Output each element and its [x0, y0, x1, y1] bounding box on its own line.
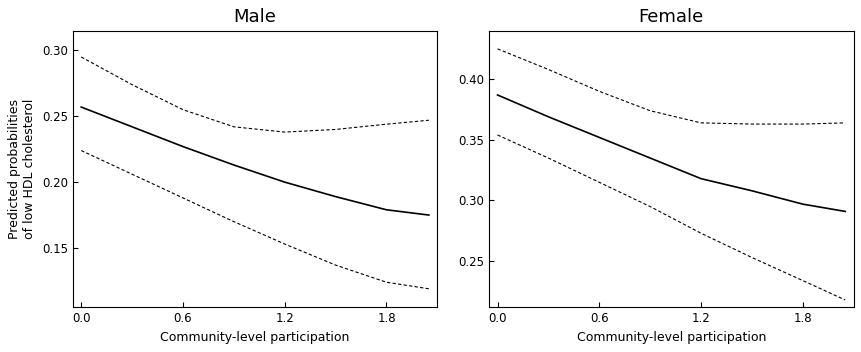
X-axis label: Community-level participation: Community-level participation	[160, 331, 350, 344]
X-axis label: Community-level participation: Community-level participation	[576, 331, 765, 344]
Y-axis label: Predicted probabilities
of low HDL cholesterol: Predicted probabilities of low HDL chole…	[9, 99, 36, 239]
Title: Female: Female	[638, 8, 703, 26]
Title: Male: Male	[233, 8, 276, 26]
